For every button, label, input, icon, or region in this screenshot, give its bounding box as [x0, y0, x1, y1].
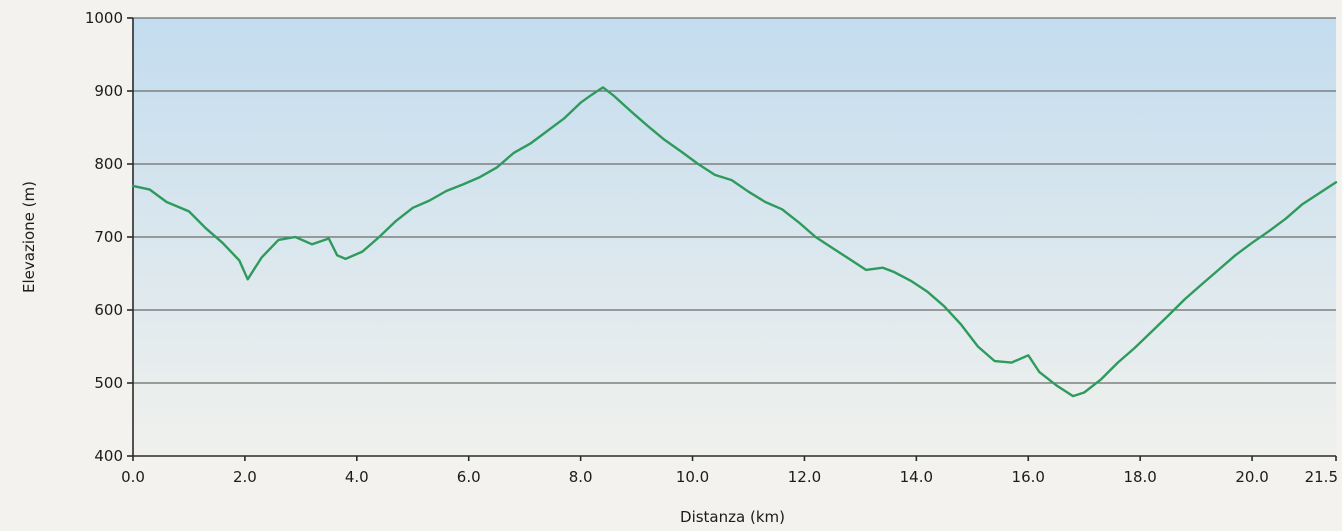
y-tick-label: 900 — [94, 82, 123, 100]
y-tick-label: 700 — [94, 228, 123, 246]
x-tick-label: 20.0 — [1235, 468, 1268, 486]
elevation-series-line — [131, 86, 1338, 398]
gridlines — [133, 17, 1336, 384]
series-layer — [131, 86, 1338, 398]
x-tick-label: 4.0 — [345, 468, 369, 486]
x-axis-ticks: 0.0 2.0 4.0 6.0 8.0 10.0 12.0 14.0 16.0 18.0 20.0 2… — [121, 456, 1338, 486]
x-tick-label: 0.0 — [121, 468, 145, 486]
x-tick-label: 8.0 — [569, 468, 593, 486]
x-tick-label: 10.0 — [676, 468, 709, 486]
x-tick-label: 14.0 — [900, 468, 933, 486]
x-tick-label: 6.0 — [457, 468, 481, 486]
x-tick-label: 18.0 — [1123, 468, 1156, 486]
x-tick-label: 2.0 — [233, 468, 257, 486]
y-tick-label: 1000 — [85, 9, 123, 27]
y-tick-label: 500 — [94, 374, 123, 392]
x-axis-title: Distanza (km) — [680, 508, 785, 526]
x-tick-label: 12.0 — [788, 468, 821, 486]
x-tick-label: 21.5 — [1305, 468, 1338, 486]
y-tick-label: 800 — [94, 155, 123, 173]
y-axis-ticks: 400 500 600 700 800 900 1000 — [85, 9, 133, 465]
y-tick-label: 600 — [94, 301, 123, 319]
y-axis-title: Elevazione (m) — [20, 181, 38, 293]
x-tick-label: 16.0 — [1012, 468, 1045, 486]
y-tick-label: 400 — [94, 447, 123, 465]
